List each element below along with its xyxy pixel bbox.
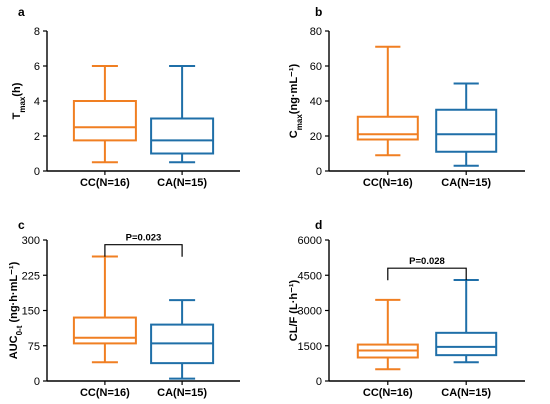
y-tick-label: 6000 [298,235,322,247]
y-tick-label: 225 [22,270,40,282]
panel-a: a 0 2 4 6 8 CC(N=16) CA(N=15) Tmax(h) [11,5,240,189]
x-category-label: CA(N=15) [441,177,491,189]
iqr-box [150,117,215,155]
box-ca [150,299,215,380]
iqr-box [435,331,498,357]
y-tick-label: 60 [310,61,322,73]
x-category-label: CC(N=16) [80,387,130,399]
iqr-box [356,115,419,141]
y-tick-label: 0 [34,166,40,178]
y-axis-label: Tmax(h) [11,82,27,119]
box-cc [356,298,419,371]
y-tick-label: 6 [34,61,40,73]
y-tick-label: 4 [34,96,40,108]
box-ca [150,65,215,164]
y-tick-label: 20 [310,131,322,143]
y-tick-label: 80 [310,26,322,38]
y-tick-label: 1500 [298,341,322,353]
panel-letter: a [18,5,25,19]
box-ca [435,82,498,167]
iqr-box [72,316,137,345]
panel-b: b 0 20 40 60 80 CC(N=16) CA(N=15) Cmax(ng·mL⁻¹) [288,5,525,189]
significance-bracket [104,244,183,257]
x-category-label: CA(N=15) [157,387,207,399]
box-ca [435,278,498,364]
y-tick-label: 0 [34,376,40,388]
y-tick-label: 300 [22,235,40,247]
box-cc [356,45,419,157]
panel-c: c 0 75 150 225 300 CC(N=16) CA(N=15) AUC0-t (ng·… [8,218,240,399]
y-axis-label: AUC0-t (ng·h·mL⁻¹) [8,261,24,359]
y-tick-label: 0 [316,166,322,178]
x-category-label: CC(N=16) [363,387,413,399]
p-value-label: P=0.023 [126,233,162,244]
y-axis-label: CL/F (L·h⁻¹) [288,279,300,341]
y-tick-label: 4500 [298,270,322,282]
panel-letter: b [315,5,322,19]
x-category-label: CC(N=16) [80,177,130,189]
panel-letter: d [315,218,322,232]
y-tick-label: 40 [310,96,322,108]
x-category-label: CA(N=15) [157,177,207,189]
significance-bracket [387,267,467,281]
box-cc [72,65,137,164]
y-tick-label: 3000 [298,306,322,318]
y-tick-label: 75 [28,341,40,353]
y-axis-label: Cmax(ng·mL⁻¹) [288,63,304,138]
y-tick-label: 8 [34,26,40,38]
iqr-box [435,108,498,153]
y-tick-label: 2 [34,131,40,143]
y-tick-label: 150 [22,306,40,318]
panel-d: d 0 1500 3000 4500 6000 CC(N=16) CA(N=15) CL/F (… [288,218,525,399]
y-tick-label: 0 [316,376,322,388]
x-category-label: CC(N=16) [363,177,413,189]
x-category-label: CA(N=15) [441,387,491,399]
box-cc [72,255,137,364]
panel-letter: c [18,218,25,232]
p-value-label: P=0.028 [409,256,445,267]
iqr-box [72,100,137,142]
